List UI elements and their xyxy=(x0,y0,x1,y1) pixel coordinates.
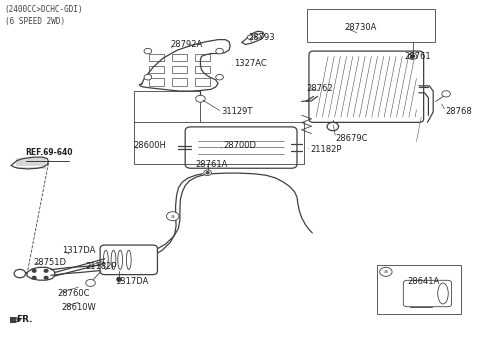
Bar xyxy=(149,66,164,73)
Circle shape xyxy=(216,48,223,54)
Text: 28760C: 28760C xyxy=(57,289,90,298)
Text: 28792A: 28792A xyxy=(170,40,203,49)
Circle shape xyxy=(32,276,36,279)
Text: 28610W: 28610W xyxy=(62,303,96,312)
Circle shape xyxy=(206,172,209,174)
Circle shape xyxy=(380,267,392,276)
Circle shape xyxy=(44,269,48,272)
Text: 28679C: 28679C xyxy=(335,134,368,142)
Bar xyxy=(195,53,210,61)
Text: 31129T: 31129T xyxy=(221,107,253,117)
Circle shape xyxy=(216,74,223,80)
Bar xyxy=(377,265,461,314)
Bar xyxy=(172,53,187,61)
Circle shape xyxy=(32,269,36,272)
Bar xyxy=(172,66,187,73)
Text: REF.69-640: REF.69-640 xyxy=(25,148,73,157)
Text: a: a xyxy=(384,269,388,274)
Text: 21182P: 21182P xyxy=(311,145,342,154)
Circle shape xyxy=(86,280,96,287)
Circle shape xyxy=(117,278,121,281)
FancyArrowPatch shape xyxy=(16,318,20,322)
Text: 28793: 28793 xyxy=(248,33,275,42)
Text: 28761A: 28761A xyxy=(196,159,228,169)
Text: 28700D: 28700D xyxy=(223,141,256,150)
Circle shape xyxy=(442,91,450,97)
Text: 28768: 28768 xyxy=(445,107,472,116)
Text: a: a xyxy=(171,214,175,219)
Circle shape xyxy=(255,34,261,38)
Ellipse shape xyxy=(438,283,448,304)
Circle shape xyxy=(14,269,25,278)
Bar xyxy=(172,78,187,86)
Circle shape xyxy=(411,55,415,58)
Circle shape xyxy=(196,95,205,102)
Text: FR.: FR. xyxy=(16,315,33,324)
Text: 1327AC: 1327AC xyxy=(234,59,267,68)
Bar xyxy=(10,317,16,322)
FancyBboxPatch shape xyxy=(309,51,424,122)
Text: 28751D: 28751D xyxy=(33,258,66,267)
Circle shape xyxy=(247,35,253,39)
Bar xyxy=(149,78,164,86)
Bar xyxy=(195,78,210,86)
Circle shape xyxy=(198,97,204,101)
Bar xyxy=(307,9,434,43)
Circle shape xyxy=(144,48,152,54)
FancyBboxPatch shape xyxy=(403,280,452,307)
Text: 28730A: 28730A xyxy=(345,23,377,32)
Circle shape xyxy=(167,212,179,221)
Text: 28762: 28762 xyxy=(307,84,333,93)
Text: 28600H: 28600H xyxy=(133,141,167,150)
Circle shape xyxy=(204,170,212,176)
Text: 1317DA: 1317DA xyxy=(115,277,149,286)
Text: (6 SPEED 2WD): (6 SPEED 2WD) xyxy=(4,17,65,27)
Text: 28641A: 28641A xyxy=(408,277,440,286)
FancyBboxPatch shape xyxy=(185,127,297,168)
Text: (2400CC>DCHC-GDI): (2400CC>DCHC-GDI) xyxy=(4,5,83,14)
Circle shape xyxy=(44,276,48,279)
Circle shape xyxy=(144,74,152,80)
Bar xyxy=(133,122,304,164)
Bar xyxy=(195,66,210,73)
Text: 28761: 28761 xyxy=(405,52,431,61)
Text: 21182P: 21182P xyxy=(86,262,117,271)
Text: 1317DA: 1317DA xyxy=(62,246,95,255)
Bar xyxy=(149,53,164,61)
Circle shape xyxy=(327,122,338,131)
Circle shape xyxy=(408,53,417,59)
FancyBboxPatch shape xyxy=(100,245,157,275)
